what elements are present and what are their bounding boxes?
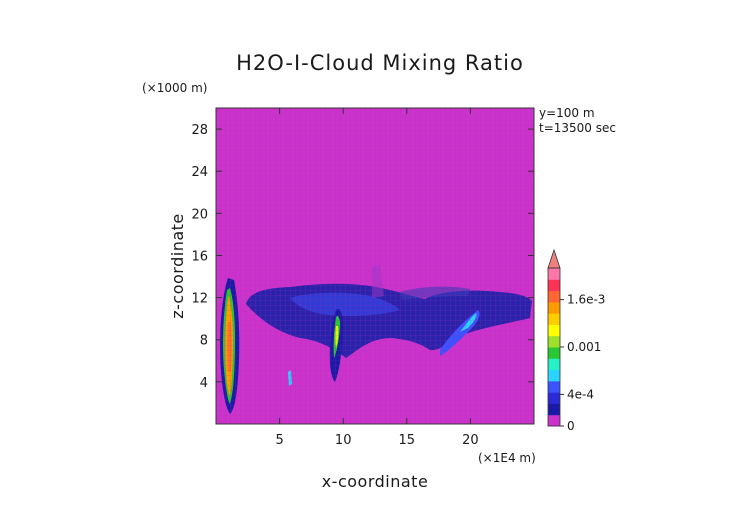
- colorbar-segment: [548, 324, 560, 337]
- x-tick-label: 5: [275, 433, 283, 448]
- x-tick-label: 15: [399, 433, 416, 448]
- y-tick-label: 16: [191, 249, 208, 264]
- colorbar: 0 4e-4 0.001 1.6e-3: [547, 248, 605, 433]
- x-unit-label: (×1E4 m): [478, 451, 536, 465]
- colorbar-segment: [548, 279, 560, 292]
- chart-title: H2O-I-Cloud Mixing Ratio: [236, 51, 524, 75]
- colorbar-segment: [548, 290, 560, 303]
- colorbar-tick-label: 1.6e-3: [567, 293, 605, 307]
- y-unit-label: (×1000 m): [142, 81, 207, 95]
- y-tick-label: 20: [191, 207, 208, 222]
- plot-area: [216, 108, 534, 424]
- x-tick-label: 10: [335, 433, 352, 448]
- colorbar-tick-label: 0: [567, 419, 575, 433]
- y-axis-label: z-coordinate: [168, 213, 187, 319]
- colorbar-segment: [548, 335, 560, 348]
- colorbar-segment: [548, 301, 560, 314]
- plot-frame: [215, 107, 535, 425]
- x-axis: 5 10 15 20: [275, 108, 479, 448]
- plot-grid-overlay: [216, 108, 534, 424]
- colorbar-segment: [548, 313, 560, 325]
- colorbar-segment: [548, 268, 560, 280]
- annotation-t: t=13500 sec: [539, 121, 616, 135]
- y-tick-label: 24: [191, 165, 208, 180]
- colorbar-segment: [548, 347, 560, 359]
- x-axis-label: x-coordinate: [322, 472, 429, 491]
- y-tick-label: 8: [200, 334, 208, 349]
- colorbar-tick-label: 0.001: [567, 340, 601, 354]
- colorbar-segment: [548, 403, 560, 416]
- x-tick-label: 20: [462, 433, 479, 448]
- colorbar-tick-label: 4e-4: [567, 387, 594, 401]
- y-axis: 4 8 12 16 20 24 28: [191, 123, 534, 391]
- y-tick-label: 12: [191, 292, 208, 307]
- y-tick-label: 28: [191, 123, 208, 138]
- colorbar-segment: [548, 369, 560, 382]
- annotation-y: y=100 m: [539, 106, 595, 120]
- colorbar-segment: [548, 380, 560, 393]
- colorbar-segment: [548, 392, 560, 404]
- colorbar-segment: [548, 358, 560, 371]
- colorbar-segment: [548, 414, 560, 427]
- colorbar-extend-arrow: [547, 248, 561, 269]
- y-tick-label: 4: [200, 376, 208, 391]
